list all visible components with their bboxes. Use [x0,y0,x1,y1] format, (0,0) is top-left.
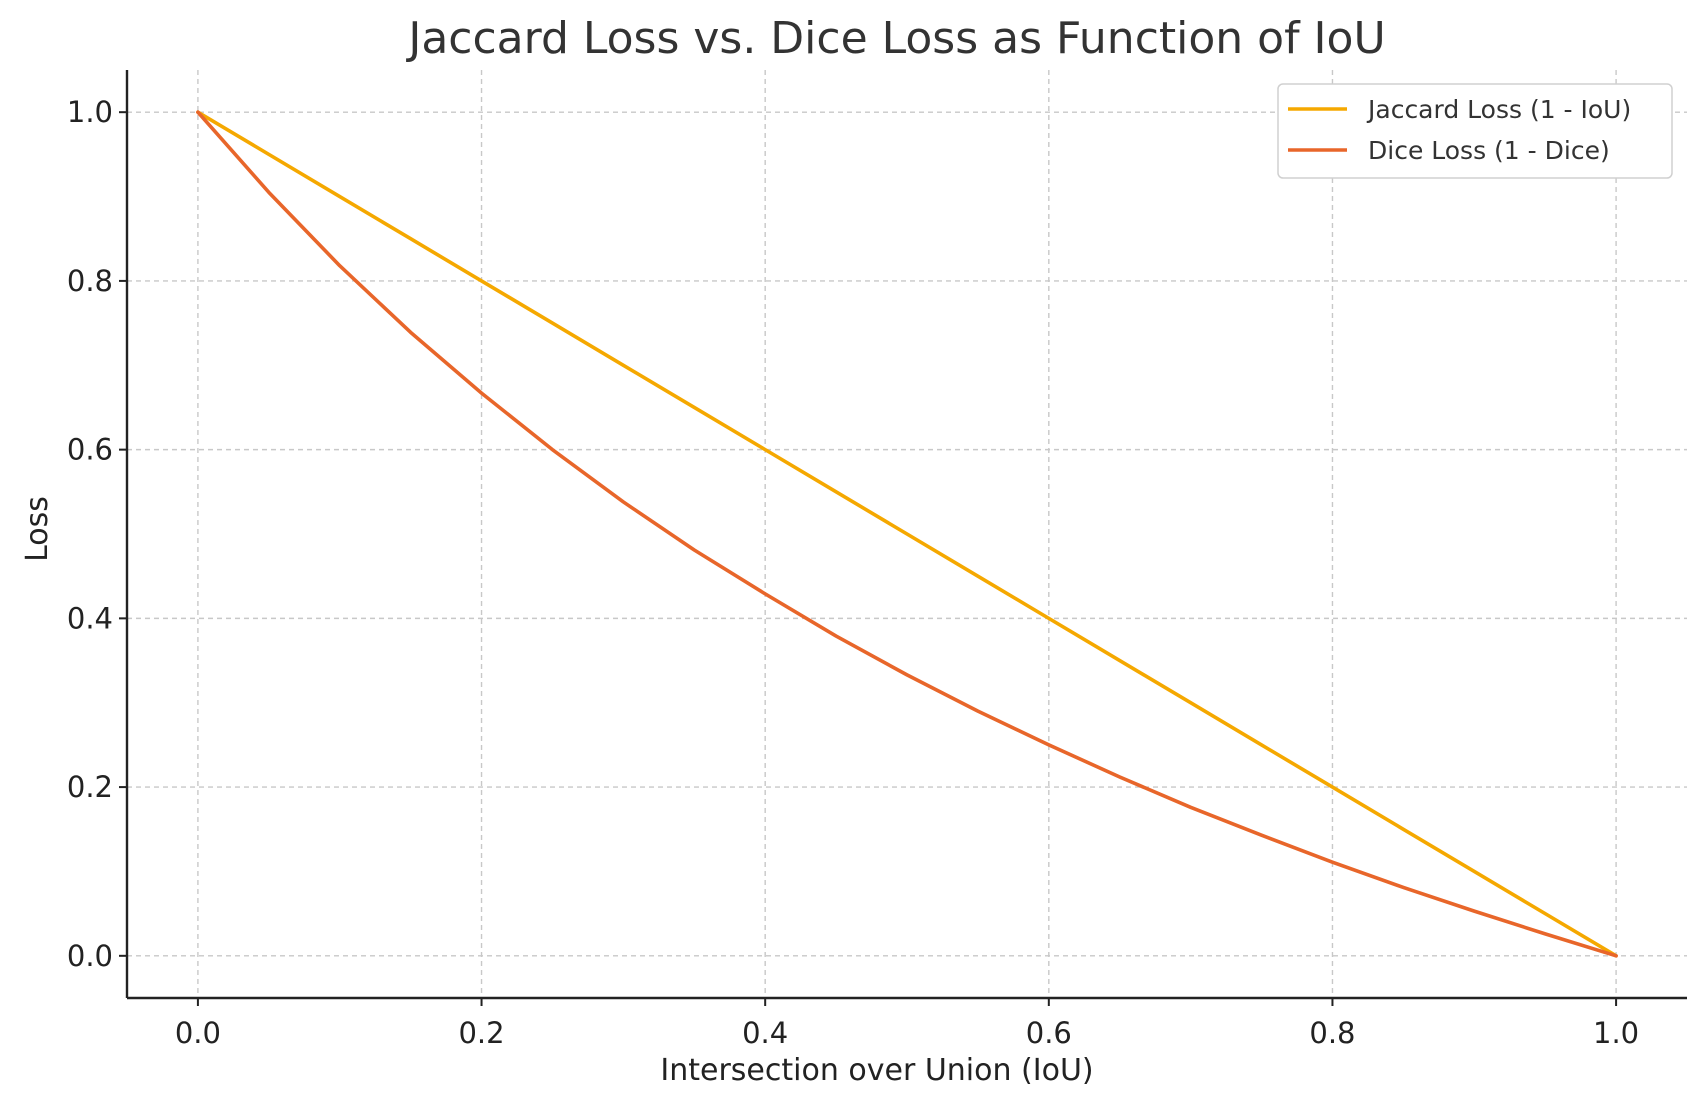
y-tick-label-0: 0.0 [67,939,113,973]
x-tick-label-5: 1.0 [1593,1016,1639,1050]
y-tick-label-1: 0.2 [67,770,113,804]
y-tick-label-2: 0.4 [67,601,113,635]
x-tick-label-2: 0.4 [742,1016,788,1050]
x-tick-label-4: 0.8 [1309,1016,1355,1050]
legend-label-jaccard: Jaccard Loss (1 - IoU) [1366,95,1631,124]
x-tick-label-3: 0.6 [1026,1016,1072,1050]
legend-label-dice: Dice Loss (1 - Dice) [1368,136,1610,165]
y-tick-label-3: 0.6 [67,433,113,467]
jaccard-loss-line [196,110,1618,958]
y-axis-label: Loss [20,496,55,562]
x-tick-label-1: 0.2 [458,1016,504,1050]
y-tick-label-5: 1.0 [67,95,113,129]
legend: Jaccard Loss (1 - IoU) Dice Loss (1 - Di… [1277,83,1673,179]
ticks: 0.0 0.2 0.4 0.6 0.8 1.0 0.0 0.2 0.4 0.6 0.8 1.0 [67,95,1639,1050]
dice-loss-line [196,110,1618,958]
legend-box [1277,83,1673,179]
x-tick-label-0: 0.0 [175,1016,221,1050]
x-axis-label: Intersection over Union (IoU) [660,1053,1093,1088]
y-tick-label-4: 0.8 [67,264,113,298]
axes [125,70,1687,1000]
chart-title: Jaccard Loss vs. Dice Loss as Function o… [405,13,1385,64]
series [196,110,1618,958]
